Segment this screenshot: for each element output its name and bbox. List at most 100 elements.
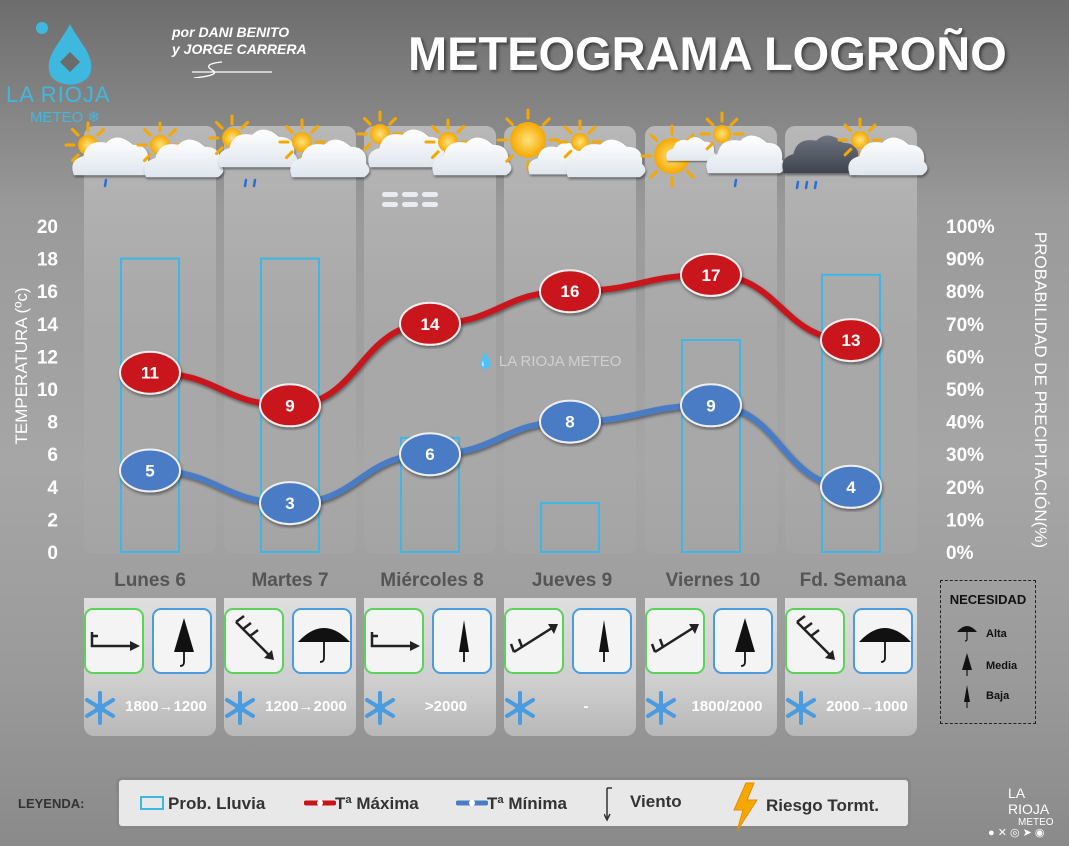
min-temp-point: 6 (399, 432, 461, 477)
y-tick-right: 60% (946, 347, 984, 368)
cloud-icon (848, 137, 928, 176)
y-tick-left: 10 (37, 380, 58, 401)
y-tick-left: 2 (47, 510, 58, 531)
day-label-6: Fd. Semana (799, 570, 907, 591)
snow-level: 1800→1200 (125, 698, 207, 715)
rain-prob-bar (120, 257, 180, 553)
wind-northeast-icon (509, 624, 558, 654)
rain-drops-icon (243, 178, 257, 188)
snowflake-icon (362, 690, 398, 731)
y-tick-left: 18 (37, 250, 58, 271)
logo-name: LA RIOJA (6, 82, 111, 107)
social-icons[interactable]: ● ✕ ◎ ➤ ◉ (988, 827, 1045, 839)
umbrella-box (292, 608, 352, 674)
legend-box (116, 777, 911, 829)
y-tick-left: 20 (37, 217, 58, 238)
max-temp-point: 9 (259, 383, 321, 428)
snowflake-icon (643, 690, 679, 731)
wind-southeast-icon (235, 615, 274, 660)
umbrella-open-icon (956, 622, 978, 647)
sun-icon (699, 111, 745, 157)
wind-northeast-icon (650, 624, 699, 654)
umbrella-closed-low-icon (599, 620, 609, 662)
temp-value-label: 6 (425, 445, 434, 464)
lightning-icon (733, 782, 758, 832)
legend-max-swatch (304, 800, 336, 806)
legend-rain: Prob. Lluvia (168, 794, 266, 813)
y-tick-left: 4 (47, 478, 58, 499)
day-column-4 (504, 126, 636, 554)
wind-east-icon (90, 632, 140, 651)
temp-value-label: 16 (561, 282, 580, 301)
fog-icon (382, 192, 438, 207)
cloud-icon (432, 137, 512, 176)
legend-storm: Riesgo Tormt. (766, 796, 880, 815)
snow-level: 2000→1000 (826, 698, 908, 715)
authors-line-1: por DANI BENITO (172, 24, 290, 40)
min-temp-point: 5 (119, 448, 181, 493)
rain-prob-bar (821, 273, 881, 553)
umbrella-box (432, 608, 492, 674)
y-axis-label-left: TEMPERATURA (ºc) (12, 287, 31, 445)
min-temp-point: 8 (539, 399, 601, 444)
authors: por DANI BENITO y JORGE CARRERA (172, 24, 307, 82)
cloud-icon (782, 135, 862, 174)
wind-box (224, 608, 284, 674)
legend-min: Tª Mínima (487, 794, 567, 813)
umbrella-open-high-icon (859, 628, 911, 663)
necesidad-baja: Baja (986, 690, 1010, 702)
day-label-5: Viernes 10 (665, 570, 761, 591)
umbrella-box (853, 608, 913, 674)
day-label-4: Jueves 9 (531, 570, 613, 591)
footer-logo-sub: METEO (1018, 817, 1054, 828)
y-tick-right: 90% (946, 250, 984, 271)
day-label-1: Lunes 6 (114, 570, 186, 591)
y-tick-left: 12 (37, 347, 58, 368)
wind-box (504, 608, 564, 674)
water-drop-icon (36, 22, 92, 85)
cloud-icon (368, 129, 448, 168)
max-temp-point: 11 (119, 350, 181, 395)
snow-level: 1800/2000 (691, 698, 763, 715)
watermark: 💧 LA RIOJA METEO (476, 353, 622, 370)
cloud-icon (218, 129, 298, 168)
wind-east-icon (370, 632, 420, 651)
umbrella-box (152, 608, 212, 674)
rain-prob-bar (540, 502, 600, 554)
legend-max: Tª Máxima (335, 794, 419, 813)
y-tick-left: 14 (37, 315, 59, 336)
temp-value-label: 5 (145, 462, 154, 481)
umbrella-closed-medium-icon (960, 652, 974, 683)
snowflake-icon (82, 690, 118, 731)
day-column-2 (224, 126, 356, 554)
rain-drops-icon (733, 178, 738, 188)
max-temp-point: 16 (539, 269, 601, 314)
logo (30, 16, 100, 86)
logo-sub: METEO ❄ (30, 109, 101, 126)
snowflake-icon (502, 690, 538, 731)
y-tick-right: 10% (946, 510, 984, 531)
max-temp-point: 14 (399, 301, 461, 346)
necesidad-alta: Alta (986, 628, 1007, 640)
y-tick-right: 100% (946, 217, 995, 238)
wind-southeast-icon (796, 615, 835, 660)
authors-line-2: y JORGE CARRERA (172, 41, 307, 57)
y-axis-label-right: PROBABILIDAD DE PRECIPITACIÓN(%) (1031, 231, 1050, 549)
snow-level: 1200→2000 (265, 698, 347, 715)
day-column-1 (84, 126, 216, 554)
temp-value-label: 4 (846, 478, 856, 497)
cloud-icon (666, 137, 717, 161)
temp-value-label: 13 (842, 331, 861, 350)
signature-icon (192, 61, 272, 79)
cloud-icon (72, 137, 152, 176)
temp-value-label: 9 (285, 396, 294, 415)
y-tick-right: 20% (946, 478, 984, 499)
y-tick-left: 16 (37, 282, 58, 303)
wind-box (645, 608, 705, 674)
snowflake-icon (222, 690, 258, 731)
rain-prob-bar (681, 339, 741, 553)
wind-arrow-icon (604, 787, 612, 822)
y-tick-left: 0 (47, 543, 58, 564)
temp-value-label: 14 (421, 315, 440, 334)
